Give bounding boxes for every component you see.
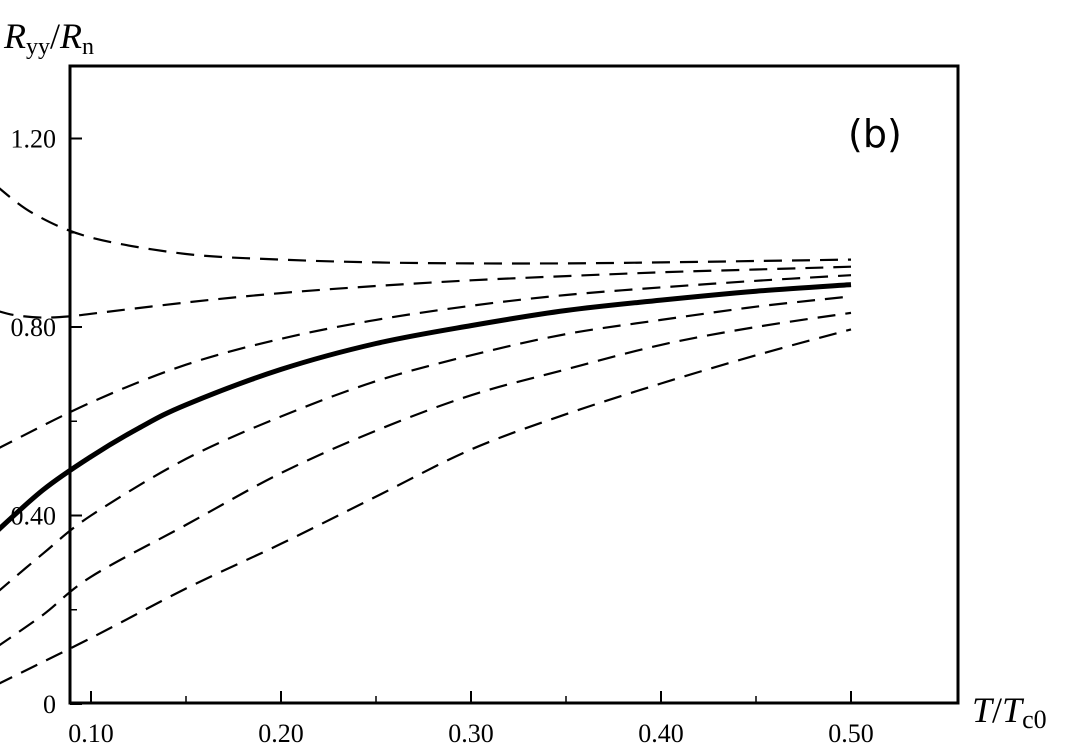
dashed-series-line-1 (0, 187, 852, 265)
solid-series-line (0, 282, 852, 532)
x-axis-title-slash: / (992, 690, 1002, 730)
y-axis-title: Ryy/Rn (3, 16, 94, 60)
dashed-series-line-5 (0, 295, 852, 592)
y-axis-title-sub2: n (82, 34, 94, 60)
y-tick-label: 0 (43, 690, 56, 719)
plot-frame (68, 64, 960, 705)
axis-ticks (70, 137, 852, 705)
x-axis-title: T/Tc0 (972, 690, 1047, 734)
dashed-series-line-7 (0, 328, 852, 685)
series-lines (0, 187, 852, 685)
dashed-series-line-3 (0, 274, 852, 449)
dashed-series-line-6 (0, 311, 852, 647)
y-axis-title-r2: R (59, 16, 82, 56)
dashed-series-line-2 (0, 265, 852, 319)
x-tick-label: 0.30 (448, 719, 494, 748)
x-tick-label: 0.10 (68, 719, 114, 748)
y-axis-title-sub1: yy (26, 34, 50, 60)
x-tick-label: 0.20 (258, 719, 304, 748)
x-axis-title-t2: T (1002, 690, 1025, 730)
x-tick-label: 0.40 (638, 719, 684, 748)
x-axis-title-sub: c0 (1022, 705, 1047, 734)
x-axis-title-t1: T (972, 690, 995, 730)
y-tick-label: 1.20 (11, 125, 57, 154)
y-axis-title-r1: R (3, 16, 26, 56)
panel-label: (b) (848, 112, 902, 156)
x-tick-label: 0.50 (828, 719, 874, 748)
plot-frame-border (68, 64, 960, 705)
y-tick-label: 0.40 (11, 502, 57, 531)
y-axis-title-slash: / (50, 16, 60, 56)
